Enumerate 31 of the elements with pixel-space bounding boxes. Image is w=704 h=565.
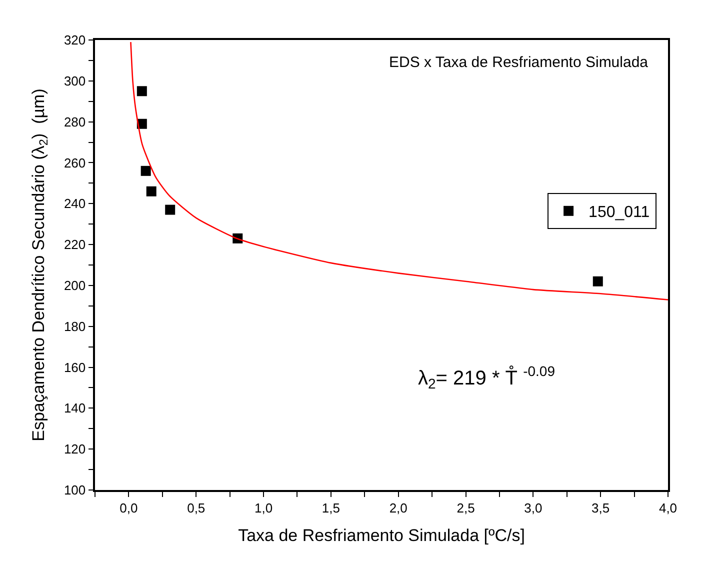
line-series bbox=[130, 41, 668, 300]
y-tick-label: 200 bbox=[64, 278, 86, 293]
x-tick-label: 1,0 bbox=[254, 500, 273, 516]
y-tick-label: 120 bbox=[64, 442, 86, 457]
x-tick-label: 1,5 bbox=[322, 500, 340, 516]
point bbox=[146, 186, 156, 196]
y-tick-label: 260 bbox=[64, 155, 86, 170]
annotation: λ$_{2}$= 219 * T̊ $^{-0.09}$ bbox=[418, 363, 556, 392]
x-tick-label: 3,5 bbox=[592, 500, 610, 516]
x-tick-label: 3,0 bbox=[524, 500, 542, 516]
legend-label: 150_011 bbox=[588, 204, 650, 222]
y-tick-label: 320 bbox=[64, 32, 86, 48]
y-tick-label: 160 bbox=[64, 360, 86, 375]
y-tick-label: 280 bbox=[64, 114, 86, 130]
y-tick-label: 220 bbox=[64, 237, 86, 252]
point bbox=[165, 204, 176, 215]
point bbox=[136, 86, 147, 96]
y-tick-label: 240 bbox=[64, 196, 86, 212]
x-tick-label: 2,5 bbox=[456, 500, 475, 516]
point bbox=[592, 276, 603, 286]
x-tick-label: 0,5 bbox=[187, 500, 206, 516]
y-tick-label: 180 bbox=[64, 318, 86, 334]
point bbox=[140, 166, 151, 176]
y-tick-label: 300 bbox=[64, 73, 86, 88]
y-tick-label: 100 bbox=[64, 482, 86, 498]
x-tick-label: 2,0 bbox=[389, 500, 408, 516]
x-tick-label: 0,0 bbox=[120, 500, 138, 516]
y-tick-label: 140 bbox=[64, 400, 86, 416]
x-tick-label: 4,0 bbox=[658, 500, 678, 516]
x-axis-title: Taxa de Resfriamento Simulada [ºC/s] bbox=[238, 526, 525, 546]
annotation: EDS x Taxa de Resfriamento Simulada bbox=[389, 54, 649, 71]
